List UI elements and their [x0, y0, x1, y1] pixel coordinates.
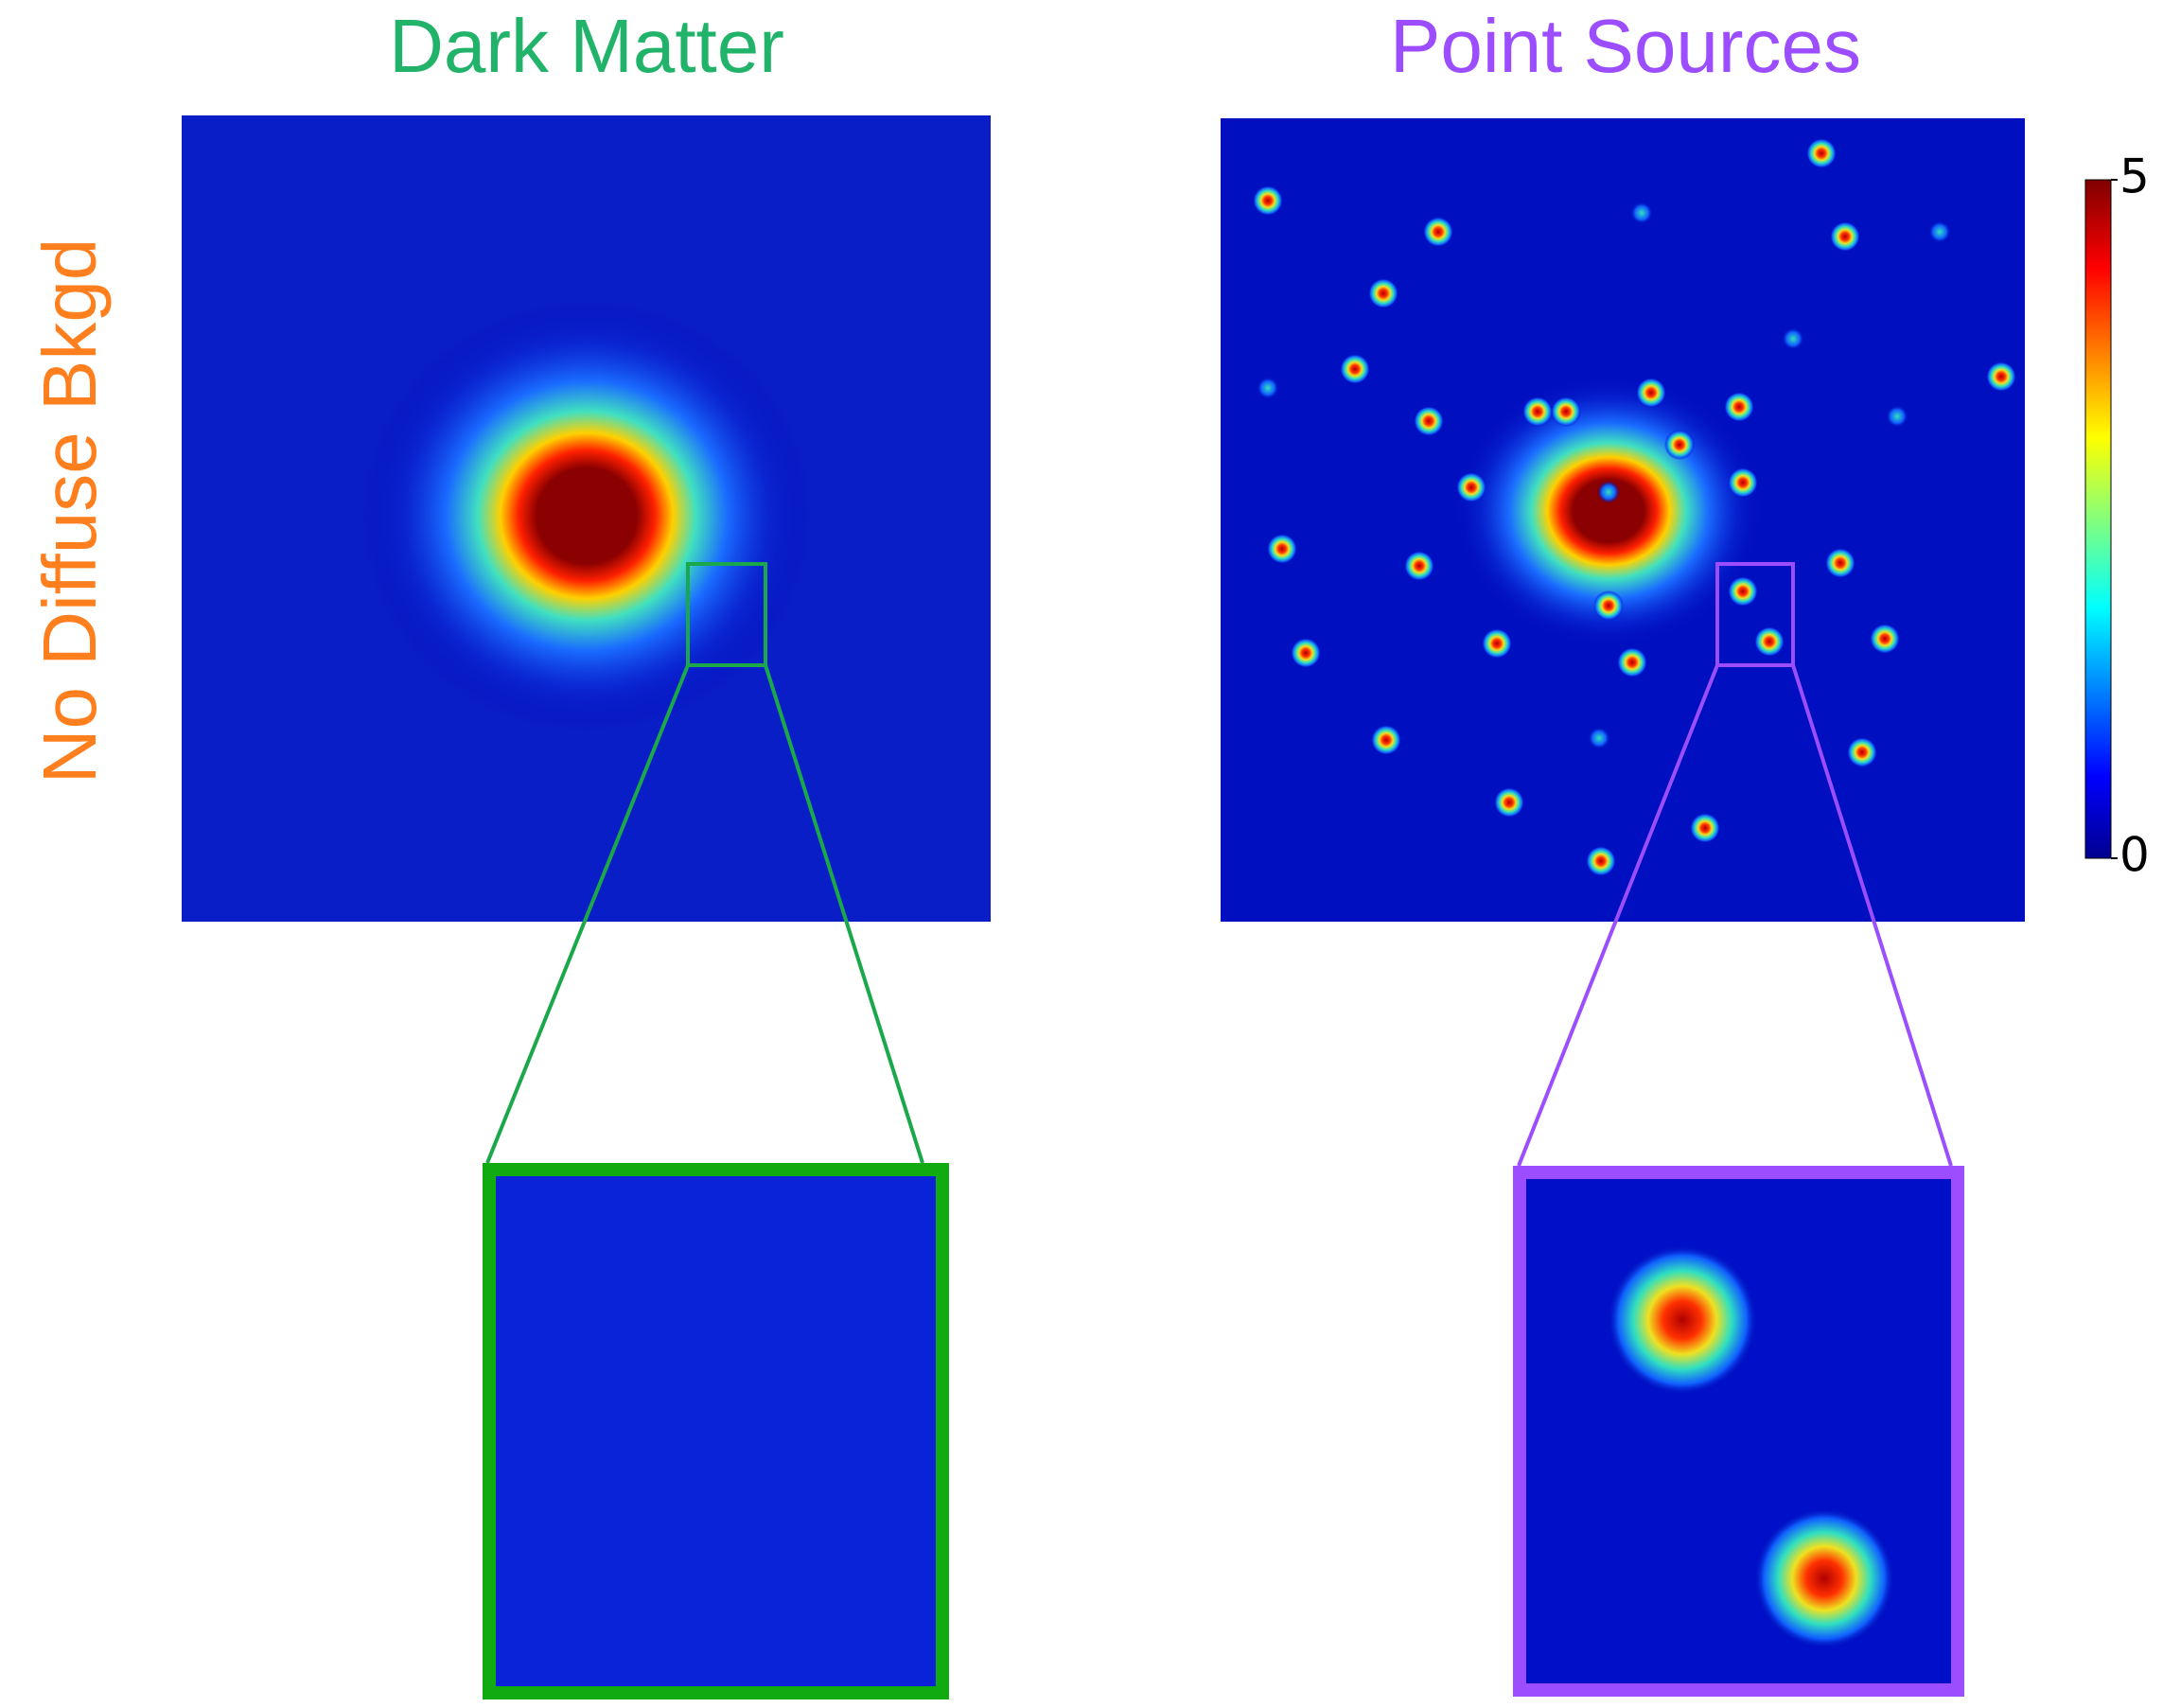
point-source [1754, 626, 1785, 657]
point-source [1414, 406, 1444, 436]
point-source [1482, 628, 1512, 659]
point-source [1494, 787, 1524, 818]
point-source [1928, 220, 1951, 243]
dark-matter-map [182, 115, 991, 922]
point-source [1847, 737, 1877, 767]
point-source [1728, 576, 1758, 607]
point-source [1724, 392, 1754, 422]
point-source [1825, 548, 1855, 578]
point-source [1340, 354, 1370, 384]
point-source [1368, 278, 1398, 308]
point-source [1588, 727, 1610, 749]
zoom-green [485, 562, 924, 1164]
panel-title: Point Sources [1390, 4, 1861, 88]
point-source [1291, 638, 1321, 668]
point-source [1728, 467, 1758, 498]
colorbar-tick-label: 5 [2119, 150, 2150, 204]
point-source [1593, 590, 1624, 621]
point-source [1551, 396, 1581, 427]
zoom-purple-inset [1513, 1166, 1964, 1697]
point-source-map [1221, 118, 2025, 922]
point-source [1664, 430, 1695, 460]
point-source [1617, 647, 1647, 678]
zoom-purple [1517, 562, 1953, 1167]
point-source [1986, 361, 2016, 392]
point-source [1870, 624, 1900, 654]
point-source [1267, 534, 1297, 564]
row-label: No Diffuse Bkgd [27, 238, 112, 784]
point-source [1806, 138, 1837, 168]
point-source [1830, 221, 1860, 252]
colorbar-tick-label: 0 [2119, 828, 2150, 883]
point-source [1636, 378, 1666, 408]
zoom-green-inset [483, 1163, 949, 1699]
point-source [1886, 405, 1908, 428]
point-source [1257, 377, 1279, 399]
point-source [1630, 202, 1653, 224]
point-source [1253, 185, 1283, 216]
panel-title: Dark Matter [389, 4, 784, 88]
point-source [1456, 472, 1486, 502]
colorbar [2084, 179, 2112, 859]
point-source [1690, 813, 1720, 843]
point-source [1522, 396, 1553, 427]
point-source [1586, 846, 1616, 876]
point-source [1597, 481, 1620, 503]
point-source [1782, 327, 1804, 350]
point-source [1371, 725, 1401, 755]
point-source [1423, 217, 1453, 247]
point-source [1404, 551, 1434, 581]
